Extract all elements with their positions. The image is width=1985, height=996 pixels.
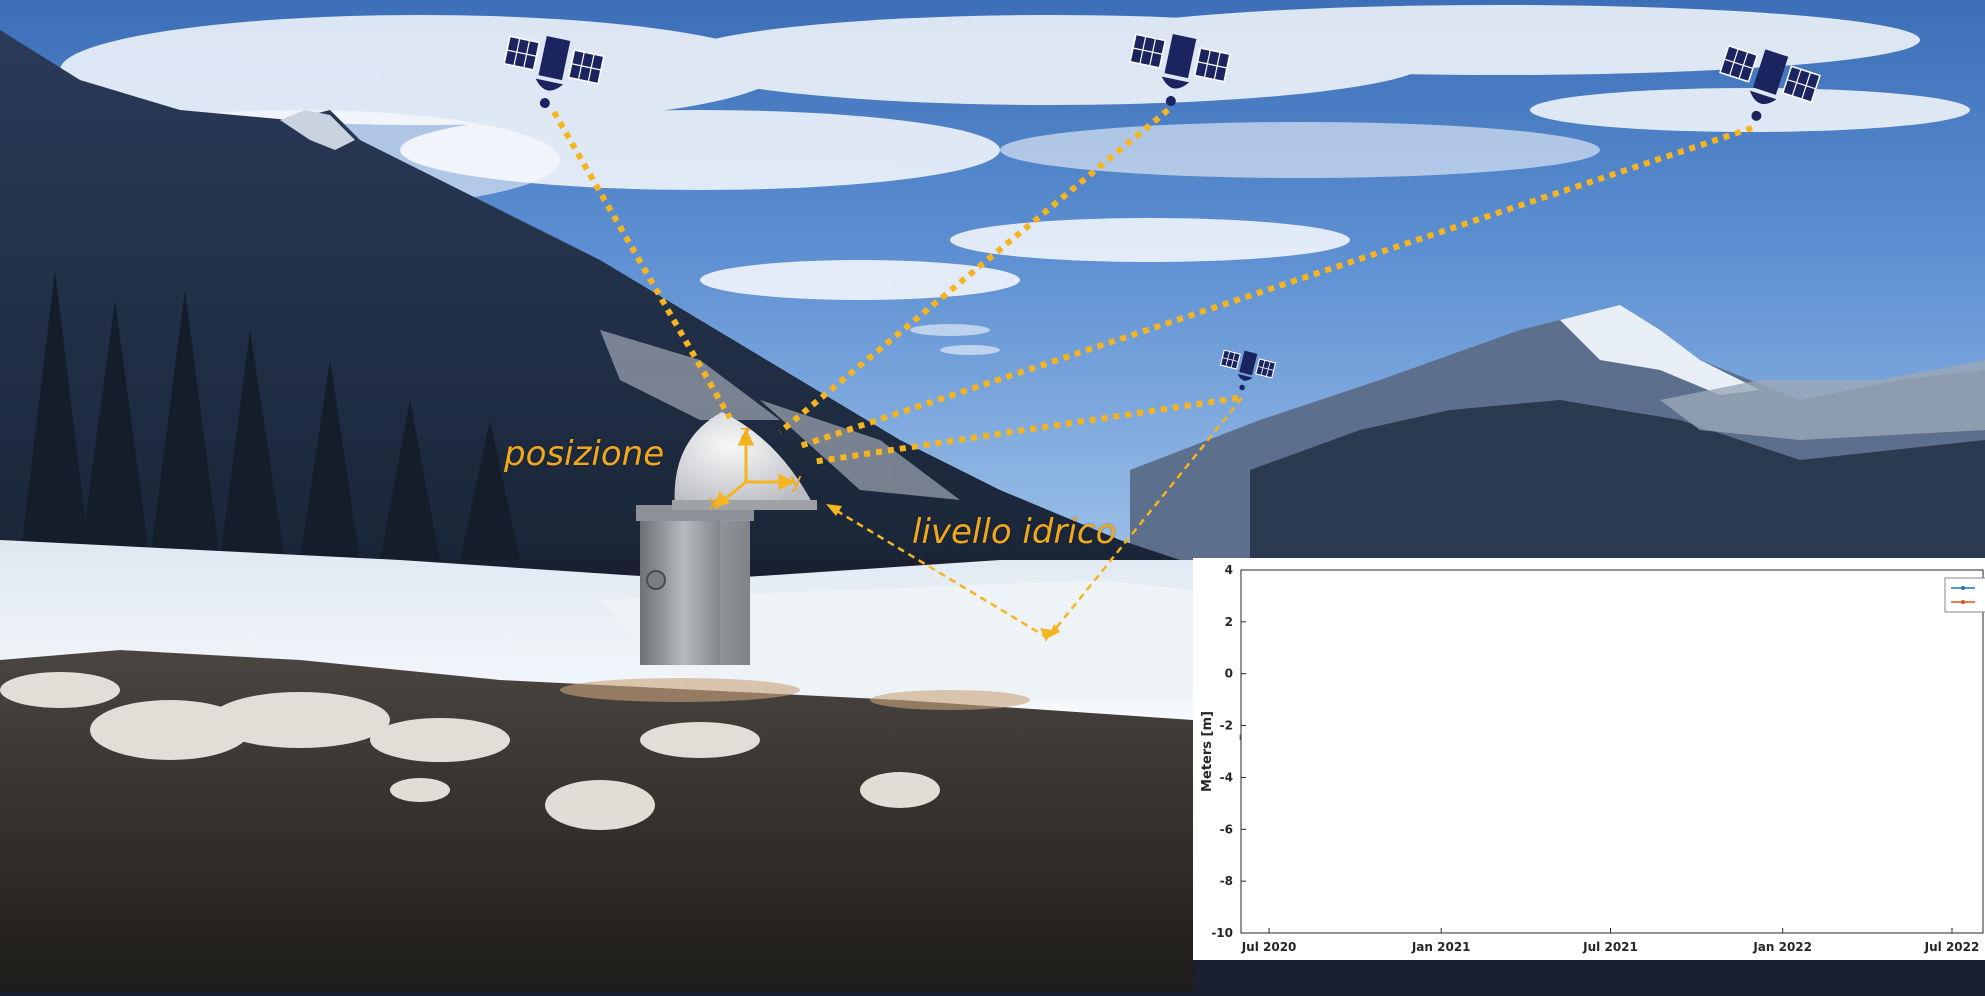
x-tick-label: Jan 2021 (1411, 940, 1471, 954)
legend-box (1944, 577, 1985, 613)
plot-frame (1240, 569, 1984, 934)
position-label: posizione (504, 434, 665, 474)
x-tick-label: Jul 2020 (1241, 940, 1297, 954)
legend-marker-1 (1961, 586, 1965, 590)
reflected-ray (1047, 397, 1243, 639)
signal-ray (778, 107, 1170, 435)
y-tick-label: -4 (1220, 770, 1233, 784)
y-axis-label: Meters [m] (1200, 711, 1215, 792)
y-tick-label: -6 (1220, 822, 1233, 836)
y-tick-label: -10 (1211, 926, 1233, 940)
water-level-arrow (831, 506, 1049, 640)
axis-x-label: x (708, 490, 720, 514)
satellite-icon (1719, 44, 1821, 121)
chart-axes: 4 2 0 -2 -4 -6 -8 -10 Jul 2020 Jan 2021 Jul 2021 Ja… (1200, 563, 1984, 954)
water-level-chart: 4 2 0 -2 -4 -6 -8 -10 Jul 2020 Jan 2021 Jul 2021 Ja… (1193, 558, 1985, 960)
y-tick-label: -2 (1220, 719, 1233, 733)
signal-ray (551, 110, 733, 420)
satellite-icon (1219, 349, 1277, 391)
chart-legend (1944, 577, 1985, 613)
y-tick-label: -8 (1220, 874, 1233, 888)
y-tick-label: 4 (1225, 563, 1233, 577)
axis-z-label: z (740, 420, 751, 444)
satellite-icon (503, 35, 605, 109)
y-tick-label: 0 (1225, 667, 1233, 681)
axis-y-label: y (790, 468, 802, 492)
signal-ray (799, 125, 1753, 449)
x-tick-label: Jul 2022 (1924, 940, 1980, 954)
water-level-label: livello idrico (912, 512, 1117, 552)
chart-canvas: 4 2 0 -2 -4 -6 -8 -10 Jul 2020 Jan 2021 Jul 2021 Ja… (1200, 563, 1985, 954)
x-tick-label: Jul 2021 (1582, 940, 1638, 954)
satellite-icon (1129, 33, 1231, 107)
y-tick-label: 2 (1225, 615, 1233, 629)
axis-x-arrow (723, 480, 747, 502)
signal-ray (811, 395, 1239, 465)
legend-marker-2 (1961, 600, 1965, 604)
x-tick-label: Jan 2022 (1752, 940, 1812, 954)
gnss-antenna-post (636, 412, 817, 665)
